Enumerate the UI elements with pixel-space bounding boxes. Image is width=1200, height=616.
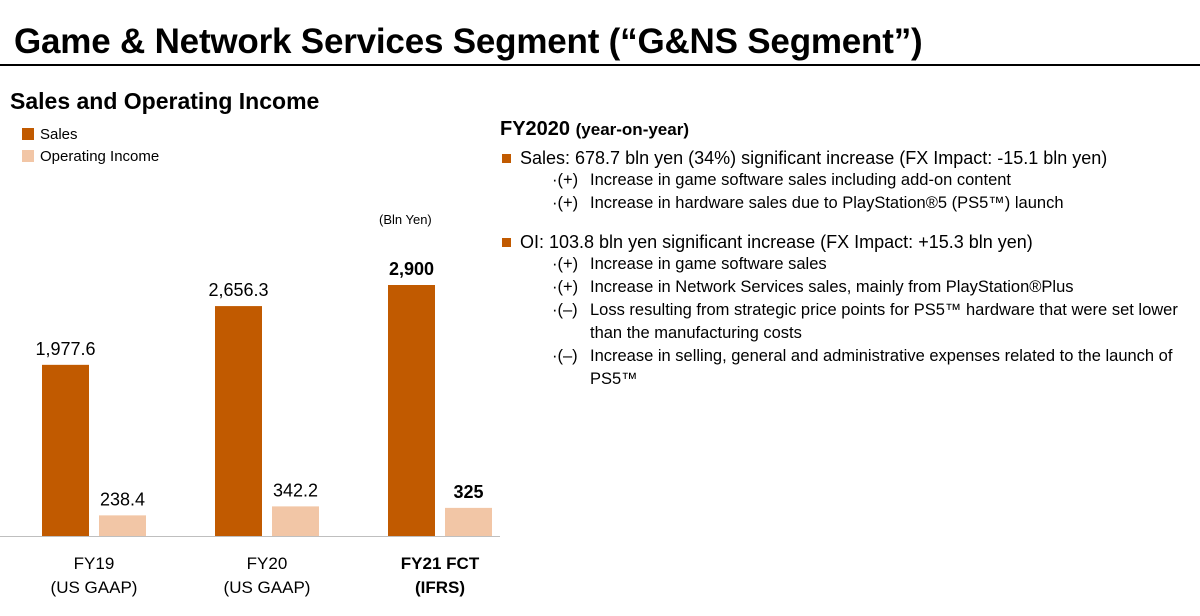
- bullet-square-icon: [502, 238, 511, 247]
- x-tick-label: FY20: [247, 554, 288, 573]
- subpoint-marker: ·(–): [552, 347, 578, 365]
- legend-label-sales: Sales: [40, 125, 78, 143]
- commentary-heading: FY2020 (year-on-year): [500, 118, 1200, 141]
- title-divider: [0, 64, 1200, 66]
- subpoint: ·(+) Increase in hardware sales due to P…: [552, 192, 1200, 215]
- bullet-sales-subpoints: ·(+) Increase in game software sales inc…: [552, 169, 1200, 215]
- bullet-sales: Sales: 678.7 bln yen (34%) significant i…: [500, 147, 1200, 169]
- legend-swatch-sales: [22, 128, 34, 140]
- subpoint: ·(+) Increase in game software sales: [552, 253, 1200, 276]
- x-tick-label: FY21 FCT: [401, 554, 480, 573]
- operating-income-data-label: 325: [453, 482, 483, 502]
- operating-income-bar: [272, 506, 319, 536]
- commentary-panel: FY2020 (year-on-year) Sales: 678.7 bln y…: [500, 118, 1200, 391]
- sales-bar: [388, 285, 435, 536]
- operating-income-data-label: 238.4: [100, 489, 145, 509]
- legend-label-operating-income: Operating Income: [40, 147, 160, 165]
- subpoint-marker: ·(–): [552, 301, 578, 319]
- sales-data-label: 1,977.6: [35, 339, 95, 359]
- x-tick-label: FY19: [74, 554, 115, 573]
- subpoint-marker: ·(+): [552, 194, 579, 212]
- subpoint-text: Increase in game software sales: [590, 255, 827, 273]
- bar-chart: 1,977.6 238.4 FY19 (US GAAP) 2,656.3 342.2 FY2…: [0, 259, 500, 597]
- chart-subtitle: Sales and Operating Income: [10, 88, 320, 114]
- legend-item-sales: Sales: [22, 123, 159, 145]
- bullet-square-icon: [502, 154, 511, 163]
- commentary-heading-year: FY2020: [500, 118, 571, 140]
- x-tick-label: (IFRS): [415, 578, 465, 597]
- subpoint: ·(–) Increase in selling, general and ad…: [552, 345, 1200, 391]
- sales-data-label: 2,656.3: [208, 280, 268, 300]
- subpoint-text: Increase in game software sales includin…: [590, 171, 1011, 189]
- commentary-heading-suffix: (year-on-year): [575, 120, 689, 139]
- subpoint-text: Increase in Network Services sales, main…: [590, 278, 1074, 296]
- sales-bar: [215, 306, 262, 536]
- bullet-sales-text: Sales: 678.7 bln yen (34%) significant i…: [520, 148, 1108, 168]
- x-tick-label: (US GAAP): [51, 578, 138, 597]
- legend-swatch-operating-income: [22, 150, 34, 162]
- x-tick-label: (US GAAP): [224, 578, 311, 597]
- subpoint-text: Loss resulting from strategic price poin…: [590, 301, 1178, 342]
- subpoint: ·(–) Loss resulting from strategic price…: [552, 299, 1200, 345]
- chart-legend: Sales Operating Income: [22, 123, 159, 167]
- page-title: Game & Network Services Segment (“G&NS S…: [14, 22, 923, 61]
- subpoint: ·(+) Increase in Network Services sales,…: [552, 276, 1200, 299]
- subpoint-marker: ·(+): [552, 255, 579, 273]
- bullet-oi-subpoints: ·(+) Increase in game software sales ·(+…: [552, 253, 1200, 391]
- operating-income-bar: [445, 507, 492, 536]
- operating-income-bar: [99, 515, 146, 536]
- subpoint-marker: ·(+): [552, 171, 579, 189]
- legend-item-operating-income: Operating Income: [22, 145, 159, 167]
- unit-label: (Bln Yen): [379, 212, 432, 227]
- sales-bar: [42, 364, 89, 536]
- sales-data-label: 2,900: [389, 259, 434, 279]
- subpoint-marker: ·(+): [552, 278, 579, 296]
- subpoint-text: Increase in selling, general and adminis…: [590, 347, 1173, 388]
- operating-income-data-label: 342.2: [273, 480, 318, 500]
- bullet-oi-text: OI: 103.8 bln yen significant increase (…: [520, 232, 1033, 252]
- bullet-oi: OI: 103.8 bln yen significant increase (…: [500, 231, 1200, 253]
- subpoint: ·(+) Increase in game software sales inc…: [552, 169, 1200, 192]
- subpoint-text: Increase in hardware sales due to PlaySt…: [590, 194, 1064, 212]
